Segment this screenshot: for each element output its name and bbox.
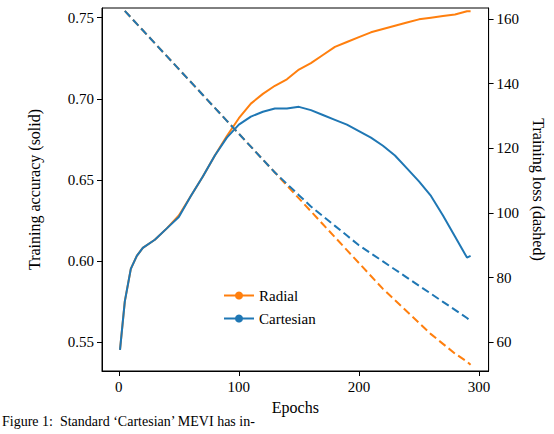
svg-text:0.75: 0.75	[68, 10, 94, 26]
svg-text:80: 80	[497, 270, 512, 286]
svg-text:160: 160	[497, 11, 519, 27]
svg-text:200: 200	[348, 379, 371, 395]
svg-text:Radial: Radial	[259, 288, 298, 304]
svg-text:120: 120	[497, 140, 519, 156]
svg-text:100: 100	[497, 205, 519, 221]
svg-text:Epochs: Epochs	[272, 399, 319, 417]
svg-text:Cartesian: Cartesian	[259, 311, 316, 327]
svg-text:0.65: 0.65	[68, 172, 94, 188]
svg-text:60: 60	[497, 334, 512, 350]
svg-text:140: 140	[497, 76, 519, 92]
svg-text:300: 300	[468, 379, 491, 395]
svg-text:Training accuracy (solid): Training accuracy (solid)	[26, 109, 44, 270]
svg-text:Figure 1: Standard ‘Cartesian: Figure 1: Standard ‘Cartesian’ MEVI has …	[2, 414, 255, 429]
svg-text:0.55: 0.55	[68, 334, 94, 350]
svg-text:100: 100	[228, 379, 251, 395]
svg-text:0.60: 0.60	[68, 253, 94, 269]
svg-text:0: 0	[115, 379, 123, 395]
svg-text:Training loss (dashed): Training loss (dashed)	[529, 118, 547, 261]
svg-text:0.70: 0.70	[68, 91, 94, 107]
